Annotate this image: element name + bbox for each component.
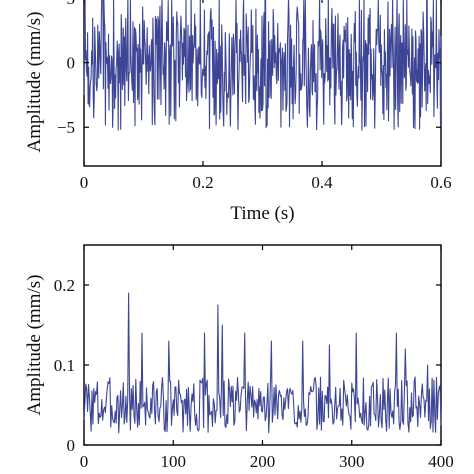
ticks-top	[83, 0, 442, 166]
x-tick-label: 0.4	[311, 173, 333, 192]
y-tick-label: 0.1	[54, 356, 75, 375]
y-tick-label: 0.2	[54, 276, 75, 295]
x-tick-labels-bottom: 0 100 200 300 400	[80, 452, 454, 471]
chart-time-domain: 0 0.2 0.4 0.6 −5 0 5 Time (s) Amplitude (mm/s…	[24, 0, 452, 224]
x-tick-label: 400	[428, 452, 454, 471]
y-axis-label-top: Amplitude (mm/s)	[24, 12, 45, 153]
x-tick-label: 200	[250, 452, 276, 471]
x-tick-label: 100	[161, 452, 187, 471]
y-tick-label: 0	[67, 436, 76, 455]
y-tick-label: 5	[67, 0, 76, 8]
signal-trace-bottom	[83, 292, 442, 434]
x-tick-label: 0.2	[192, 173, 213, 192]
y-axis-label-bottom: Amplitude (mm/s)	[24, 275, 45, 416]
x-tick-label: 0.6	[430, 173, 451, 192]
ticks-bottom	[83, 245, 442, 446]
x-tick-label: 0	[80, 452, 89, 471]
chart-frequency-domain: 0 100 200 300 400 0 0.1 0.2 Amplitude (mm/s)	[24, 244, 454, 471]
y-tick-labels-bottom: 0 0.1 0.2	[54, 276, 75, 455]
y-tick-label: −5	[57, 118, 75, 137]
y-tick-labels-top: −5 0 5	[57, 0, 75, 137]
x-axis-label-top: Time (s)	[230, 203, 294, 224]
y-tick-label: 0	[67, 54, 76, 73]
x-tick-label: 300	[339, 452, 365, 471]
x-tick-labels-top: 0 0.2 0.4 0.6	[80, 173, 452, 192]
x-tick-label: 0	[80, 173, 89, 192]
signal-trace-top	[83, 0, 442, 131]
